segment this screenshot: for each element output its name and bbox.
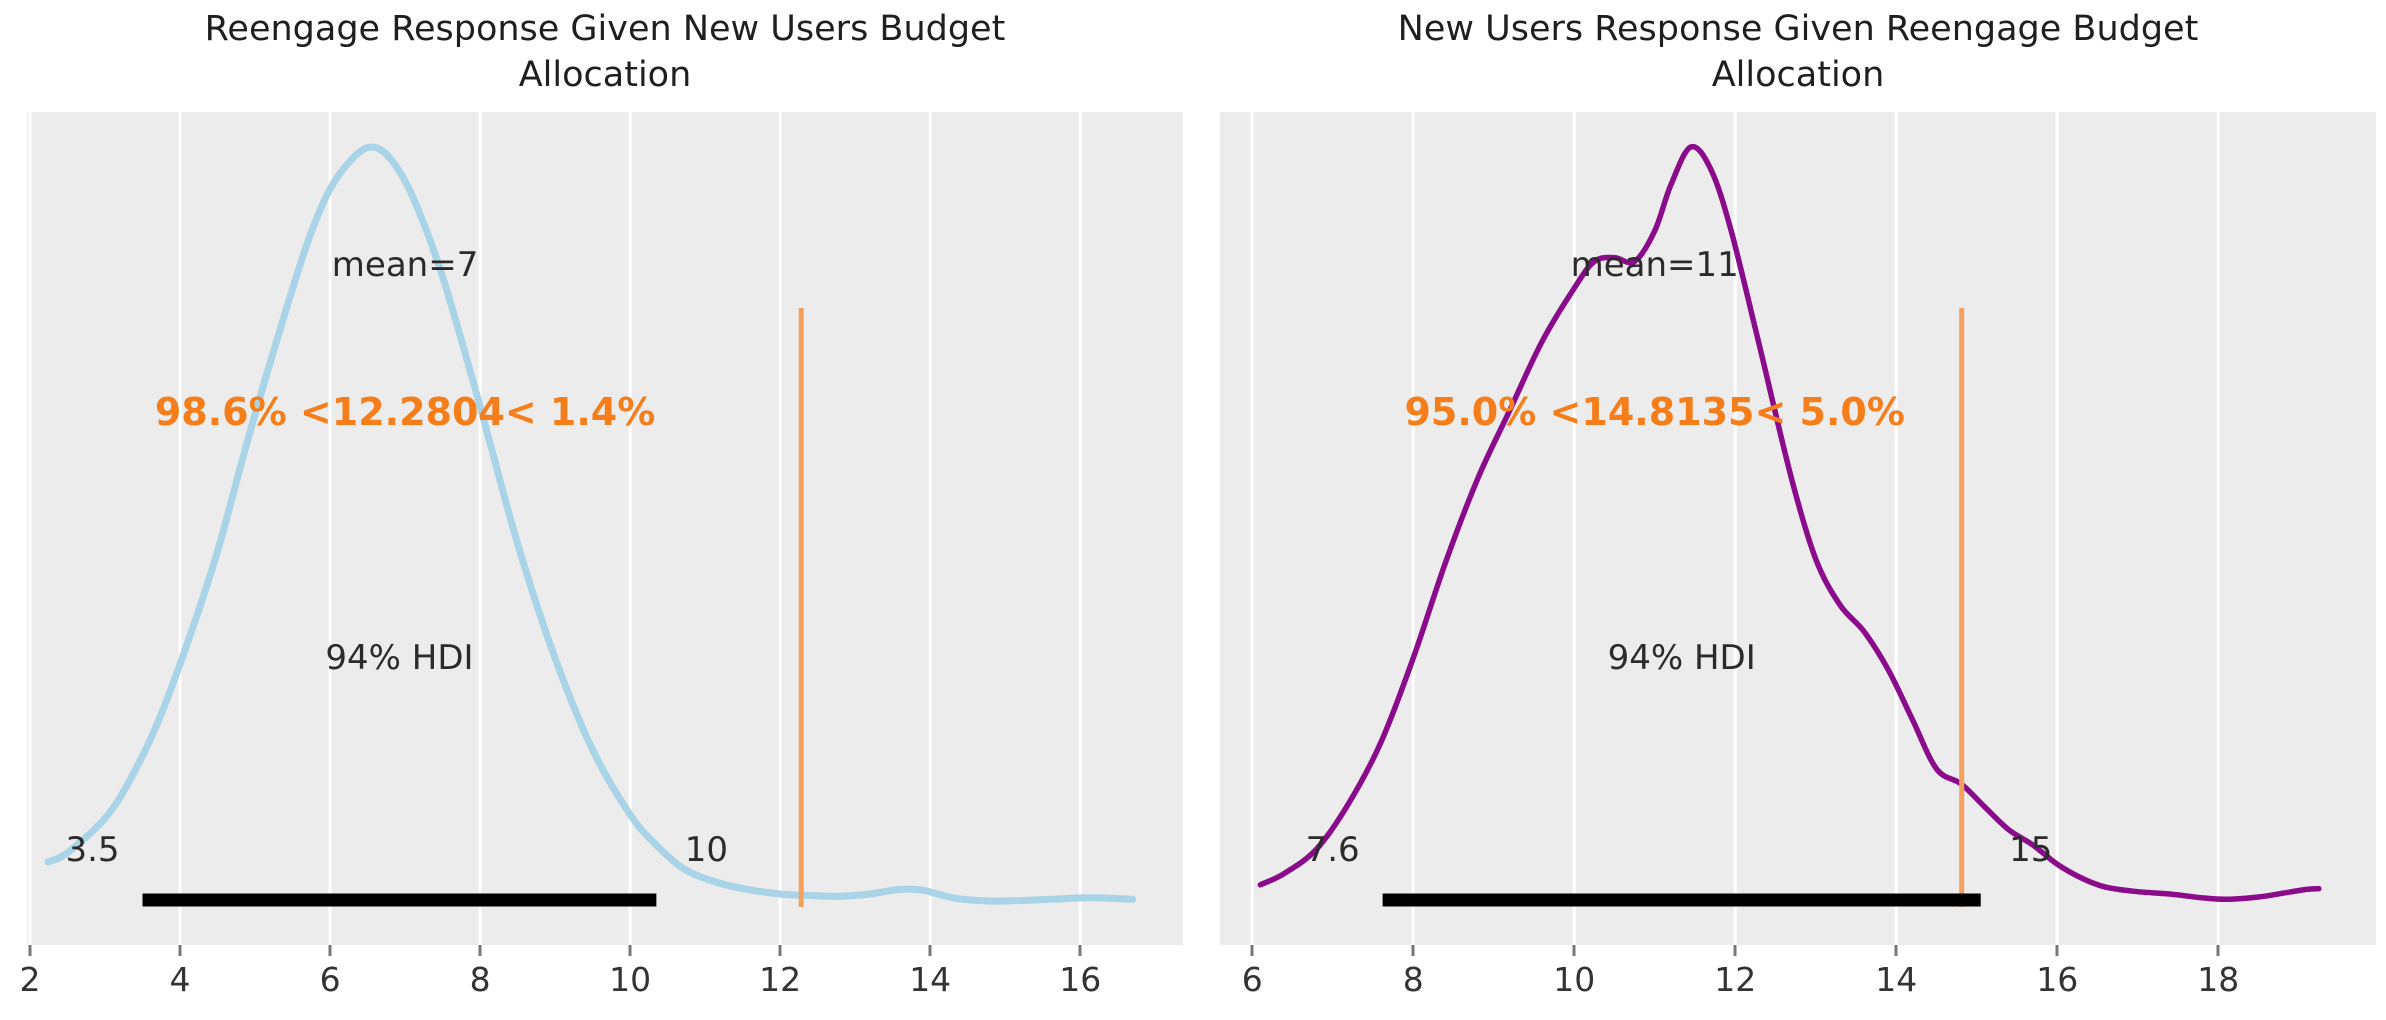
kde-curve xyxy=(44,143,1137,905)
hdi-label: 94% HDI xyxy=(325,638,474,678)
x-axis-tick xyxy=(328,945,332,956)
mean-label: mean=11 xyxy=(1570,245,1739,285)
x-tick-label: 14 xyxy=(1875,960,1918,999)
x-tick-label: 16 xyxy=(1059,960,1102,999)
x-axis-tick xyxy=(928,945,932,956)
x-tick-label: 12 xyxy=(759,960,802,999)
ref-val-annotation: 95.0% <14.8135< 5.0% xyxy=(1404,390,1905,434)
x-axis-tick xyxy=(478,945,482,956)
x-tick-label: 14 xyxy=(909,960,952,999)
x-axis-tick xyxy=(1733,945,1737,956)
kde-plot-area xyxy=(27,112,1183,945)
right-posterior-panel: mean=11 95.0% <14.8135< 5.0% 94% HDI 7.6 15 6… xyxy=(1220,112,2376,1020)
x-axis-tick xyxy=(778,945,782,956)
mean-label: mean=7 xyxy=(331,245,479,285)
x-axis-tick xyxy=(1078,945,1082,956)
left-posterior-panel: mean=7 98.6% <12.2804< 1.4% 94% HDI 3.5 10 2 4… xyxy=(20,112,1183,1020)
x-tick-label: 6 xyxy=(319,960,341,999)
x-tick-label: 4 xyxy=(169,960,191,999)
right-plot-title: New Users Response Given Reengage Budget… xyxy=(1220,6,2376,98)
x-axis-tick xyxy=(2216,945,2220,956)
hdi-upper-label: 10 xyxy=(684,830,729,870)
x-tick-label: 10 xyxy=(1553,960,1596,999)
left-plot-title: Reengage Response Given New Users Budget… xyxy=(27,6,1183,98)
x-axis-tick xyxy=(1250,945,1254,956)
x-tick-label: 2 xyxy=(19,960,41,999)
hdi-label: 94% HDI xyxy=(1607,638,1756,678)
x-tick-label: 10 xyxy=(609,960,652,999)
x-axis-tick xyxy=(1411,945,1415,956)
x-axis-tick xyxy=(1894,945,1898,956)
x-axis-tick xyxy=(2055,945,2059,956)
title-line: Allocation xyxy=(1711,55,1885,95)
x-axis-tick xyxy=(178,945,182,956)
panel-background xyxy=(1220,112,2376,945)
kde-curve xyxy=(1257,143,2322,903)
title-line: Allocation xyxy=(518,55,692,95)
x-tick-label: 8 xyxy=(469,960,491,999)
x-tick-label: 18 xyxy=(2197,960,2240,999)
ref-val-annotation: 98.6% <12.2804< 1.4% xyxy=(154,390,656,434)
x-axis-tick xyxy=(628,945,632,956)
panel-background xyxy=(27,112,1183,945)
title-line: Reengage Response Given New Users Budget xyxy=(204,9,1006,49)
x-tick-label: 8 xyxy=(1402,960,1424,999)
hdi-lower-label: 3.5 xyxy=(65,830,120,870)
x-axis-tick xyxy=(28,945,32,956)
title-line: New Users Response Given Reengage Budget xyxy=(1397,9,2199,49)
hdi-upper-label: 15 xyxy=(2009,830,2053,870)
x-tick-label: 12 xyxy=(1714,960,1757,999)
hdi-lower-label: 7.6 xyxy=(1305,830,1360,870)
x-tick-label: 16 xyxy=(2036,960,2079,999)
kde-plot-area xyxy=(1220,112,2376,945)
x-axis-tick xyxy=(1572,945,1576,956)
x-tick-label: 6 xyxy=(1241,960,1263,999)
